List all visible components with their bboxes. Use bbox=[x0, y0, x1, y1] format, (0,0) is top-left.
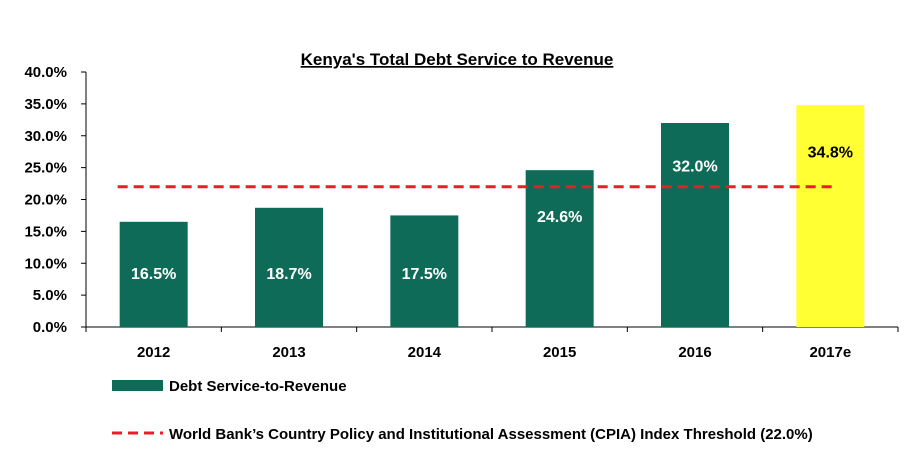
data-label-2014: 17.5% bbox=[402, 266, 447, 283]
x-tick-label: 2014 bbox=[408, 344, 442, 361]
data-label-2013: 18.7% bbox=[266, 266, 311, 283]
legend-swatch-debt-service bbox=[112, 380, 163, 391]
data-label-2016: 32.0% bbox=[672, 158, 717, 175]
bar-series: 16.5% 18.7% 17.5% 24.6% 32.0% 34.8% bbox=[119, 105, 865, 328]
y-tick-label: 10.0% bbox=[24, 255, 67, 272]
data-label-2015: 24.6% bbox=[537, 209, 582, 226]
y-tick-label: 20.0% bbox=[24, 192, 67, 209]
y-tick-label: 5.0% bbox=[33, 287, 67, 304]
bar-2016 bbox=[661, 123, 729, 327]
y-tick-label: 25.0% bbox=[24, 160, 67, 177]
bar-2014 bbox=[390, 215, 459, 327]
y-tick-label: 40.0% bbox=[24, 64, 67, 81]
bar-2012 bbox=[119, 221, 188, 327]
x-tick-label: 2016 bbox=[678, 344, 711, 361]
legend-label-debt-service: Debt Service-to-Revenue bbox=[169, 378, 347, 395]
x-tick-label: 2013 bbox=[272, 344, 305, 361]
y-tick-label: 35.0% bbox=[24, 96, 67, 113]
x-tick-label: 2015 bbox=[543, 344, 576, 361]
x-axis: 2012 2013 2014 2015 2016 2017e bbox=[85, 326, 899, 361]
legend-label-threshold: World Bank’s Country Policy and Institut… bbox=[169, 426, 813, 443]
bar-2015 bbox=[525, 170, 594, 327]
bar-2013 bbox=[255, 207, 323, 327]
bar-2017e bbox=[796, 105, 865, 328]
y-tick-label: 0.0% bbox=[33, 319, 67, 336]
x-tick-label: 2012 bbox=[137, 344, 170, 361]
chart-title: Kenya's Total Debt Service to Revenue bbox=[301, 50, 614, 69]
y-tick-label: 30.0% bbox=[24, 128, 67, 145]
y-tick-label: 15.0% bbox=[24, 223, 67, 240]
data-label-2017e: 34.8% bbox=[808, 144, 853, 161]
data-label-2012: 16.5% bbox=[131, 266, 176, 283]
x-tick-label: 2017e bbox=[809, 344, 851, 361]
legend: Debt Service-to-Revenue World Bank’s Cou… bbox=[112, 378, 813, 443]
y-axis: 0.0% 5.0% 10.0% 15.0% 20.0% 25.0% 30.0% 35.0% 40… bbox=[24, 64, 87, 336]
